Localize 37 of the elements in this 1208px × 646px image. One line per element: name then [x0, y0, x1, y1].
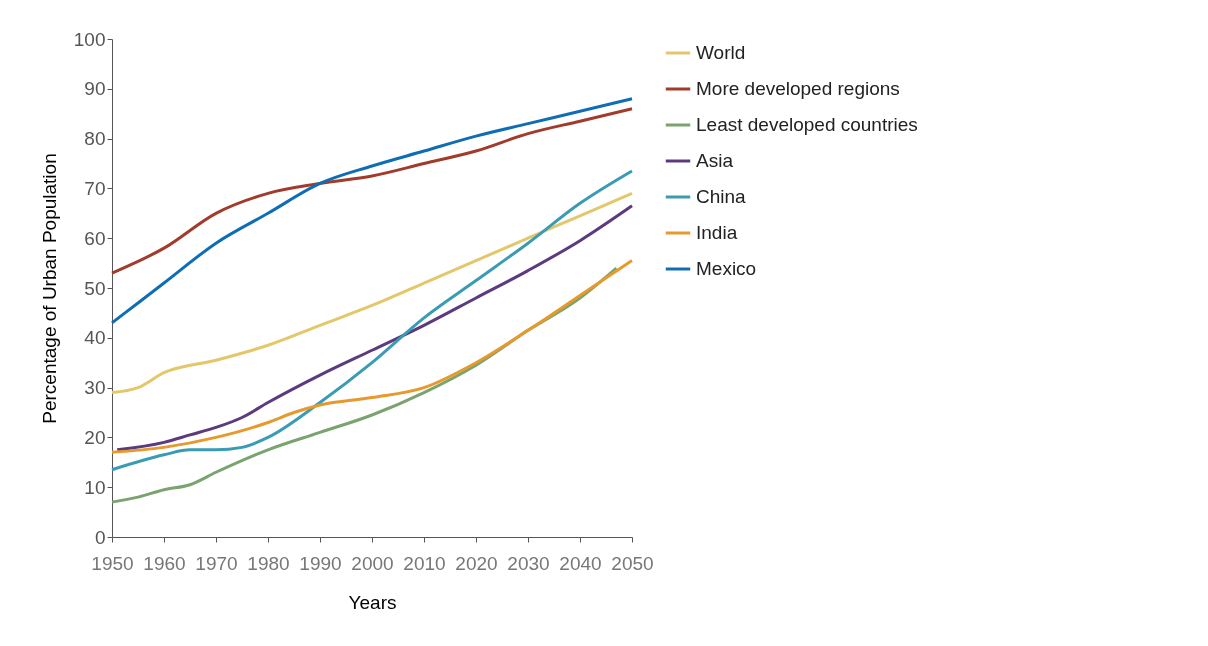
y-tick-label: 70 [84, 177, 106, 199]
legend-label: China [696, 186, 747, 207]
x-tick-label: 1990 [299, 552, 342, 574]
x-tick-label: 2040 [559, 552, 602, 574]
x-tick-label: 2020 [455, 552, 498, 574]
y-tick-label: 50 [84, 277, 106, 299]
y-tick-label: 10 [84, 476, 106, 498]
legend-label: World [696, 42, 746, 63]
legend-label: India [696, 222, 738, 243]
line-series [115, 204, 634, 452]
legend-label: Mexico [696, 258, 757, 279]
x-tick-label: 1950 [91, 552, 134, 574]
y-tick-label: 30 [84, 377, 106, 399]
y-tick-label: 0 [94, 526, 106, 548]
legend-label: More developed regions [696, 78, 900, 99]
line-series [110, 107, 634, 275]
legend-label: Asia [696, 150, 734, 171]
x-tick-label: 1980 [247, 552, 290, 574]
y-tick-label: 20 [84, 426, 106, 448]
legend-label: Least developed countries [696, 114, 918, 135]
x-axis-title: Years [348, 591, 397, 613]
x-tick-label: 2000 [351, 552, 394, 574]
y-tick-label: 80 [84, 128, 106, 150]
x-tick-label: 1970 [195, 552, 238, 574]
y-tick-label: 40 [84, 327, 106, 349]
x-tick-label: 2010 [403, 552, 446, 574]
x-tick-label: 2030 [507, 552, 550, 574]
x-tick-label: 2050 [611, 552, 654, 574]
line-series [110, 191, 634, 395]
y-tick-label: 100 [73, 28, 106, 50]
y-axis-title: Percentage of Urban Population [38, 153, 60, 424]
line-series [110, 97, 634, 325]
x-tick-label: 1960 [143, 552, 186, 574]
y-tick-label: 90 [84, 78, 106, 100]
y-tick-label: 60 [84, 227, 106, 249]
line-series [110, 169, 634, 472]
line-series [110, 259, 634, 454]
